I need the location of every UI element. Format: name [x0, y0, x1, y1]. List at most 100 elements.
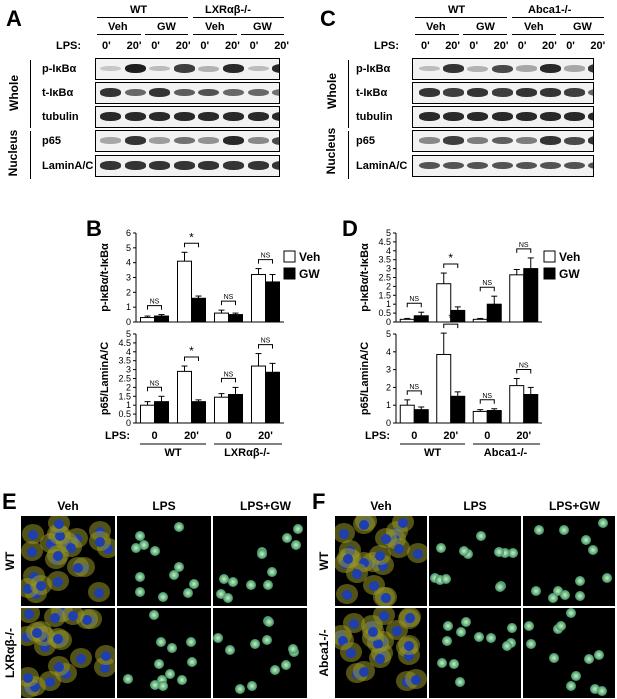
blotA-time-1: 20'	[126, 40, 142, 52]
blotA-band	[247, 88, 269, 97]
cell-nucleus	[375, 654, 386, 665]
blotC-band	[515, 137, 537, 144]
blotA-time-5: 20'	[225, 40, 240, 52]
cell-nucleus	[167, 643, 178, 653]
cell-nucleus	[403, 651, 414, 662]
microF-col-label-1: LPS	[463, 499, 487, 513]
blotA-band	[223, 64, 244, 73]
y-tick-label: 0	[126, 317, 131, 327]
blotA-band	[223, 136, 244, 145]
cell-nucleus	[23, 609, 34, 620]
blotC-band	[515, 88, 537, 97]
y-tick-label: 2.5	[378, 273, 391, 283]
cell-nucleus	[548, 593, 559, 604]
cell-nucleus	[575, 576, 586, 587]
x-tick-label: 0	[411, 430, 417, 442]
blotA-band	[124, 88, 146, 97]
blotA-band	[124, 161, 146, 170]
microF-col-label-0: Veh	[370, 499, 392, 513]
blot-a-section-nucleus: Nucleus	[6, 129, 20, 177]
blotA-band	[247, 137, 269, 144]
bar-gw	[413, 409, 429, 424]
blotC-band	[564, 136, 586, 145]
blot-a-treat-3: GW	[253, 21, 272, 33]
blotA-band	[223, 112, 244, 121]
cell-nucleus	[494, 581, 505, 592]
microF-row-label-1: Abca1-/-	[317, 629, 331, 677]
blotA-band	[124, 112, 146, 121]
cell-nucleus	[282, 532, 293, 543]
cell-nucleus	[346, 647, 357, 658]
blotC-band	[588, 136, 593, 145]
cell-nucleus	[219, 573, 230, 584]
y-axis-label: p-IκBα/t-IκBα	[99, 243, 111, 312]
blot-c-section-nucleus: Nucleus	[324, 127, 338, 175]
y-tick-label: 1.5	[378, 290, 391, 300]
blotA-band	[198, 137, 220, 144]
blotC-band	[540, 112, 561, 121]
bar-veh	[436, 283, 452, 323]
cell-nucleus	[434, 574, 445, 585]
micrograph-image	[334, 515, 428, 607]
blot-a-section-whole: Whole	[7, 75, 21, 111]
y-axis-label: p65/LaminA/C	[99, 342, 111, 415]
cell-nucleus	[358, 667, 369, 678]
microF-row-label-0: WT	[317, 551, 331, 571]
cell-nucleus	[525, 639, 536, 650]
cell-nucleus	[359, 520, 370, 531]
cell-nucleus	[378, 561, 389, 572]
significance-label: *	[448, 311, 453, 325]
cell-nucleus	[403, 640, 414, 651]
panel-label-d: D	[342, 216, 358, 241]
cell-nucleus	[149, 546, 160, 557]
cell-nucleus	[164, 668, 175, 679]
cell-nucleus	[597, 518, 608, 529]
y-tick-label: 1	[386, 299, 391, 309]
legend-label-veh: Veh	[299, 250, 320, 264]
blotC-band	[443, 136, 465, 145]
blot-c-treat-3: GW	[573, 21, 592, 33]
micrograph-image	[334, 607, 428, 699]
cell-nucleus	[72, 562, 83, 573]
cell-nucleus	[441, 635, 452, 646]
bar-veh	[509, 274, 525, 323]
cell-nucleus	[292, 524, 303, 535]
y-tick-label: 1.5	[118, 391, 131, 401]
legend-swatch-veh	[543, 250, 556, 263]
cell-nucleus	[150, 679, 161, 690]
blotC-row-label-4: LaminA/C	[356, 160, 408, 172]
cell-nucleus	[122, 674, 133, 685]
blotA-band	[124, 64, 146, 73]
panel-label-f: F	[312, 489, 326, 514]
blotA-band	[173, 112, 195, 121]
blotC-band	[419, 88, 440, 97]
y-tick-label: 2	[126, 382, 131, 392]
blotC-time-0: 0'	[421, 40, 430, 52]
cell-nucleus	[174, 562, 185, 573]
blotC-band	[443, 64, 465, 73]
micrograph-image	[20, 515, 116, 607]
blotA-band	[100, 161, 121, 170]
cell-nucleus	[23, 672, 34, 683]
cell-nucleus	[500, 547, 511, 558]
bar-gw	[228, 394, 243, 424]
cell-nucleus	[250, 638, 261, 649]
blot-a-treat-1: GW	[157, 21, 176, 33]
blotC-band	[588, 64, 593, 73]
cell-nucleus	[593, 650, 604, 661]
y-tick-label: 3	[126, 273, 131, 283]
blotC-time-1: 20'	[445, 40, 461, 52]
blot-a-group-ko: LXRαβ-/-	[205, 4, 251, 16]
cell-nucleus	[49, 612, 60, 623]
bar-gw	[265, 371, 280, 424]
significance-bracket	[406, 390, 422, 395]
significance-bracket	[221, 377, 236, 383]
cell-nucleus	[102, 544, 113, 555]
blotC-band	[540, 64, 561, 73]
significance-label: NS	[482, 280, 492, 287]
blotC-row-label-2: tubulin	[356, 111, 393, 123]
bar-gw	[191, 297, 206, 323]
cell-nucleus	[246, 580, 257, 591]
cell-nucleus	[405, 612, 416, 623]
blotA-time-4: 0'	[200, 40, 210, 52]
